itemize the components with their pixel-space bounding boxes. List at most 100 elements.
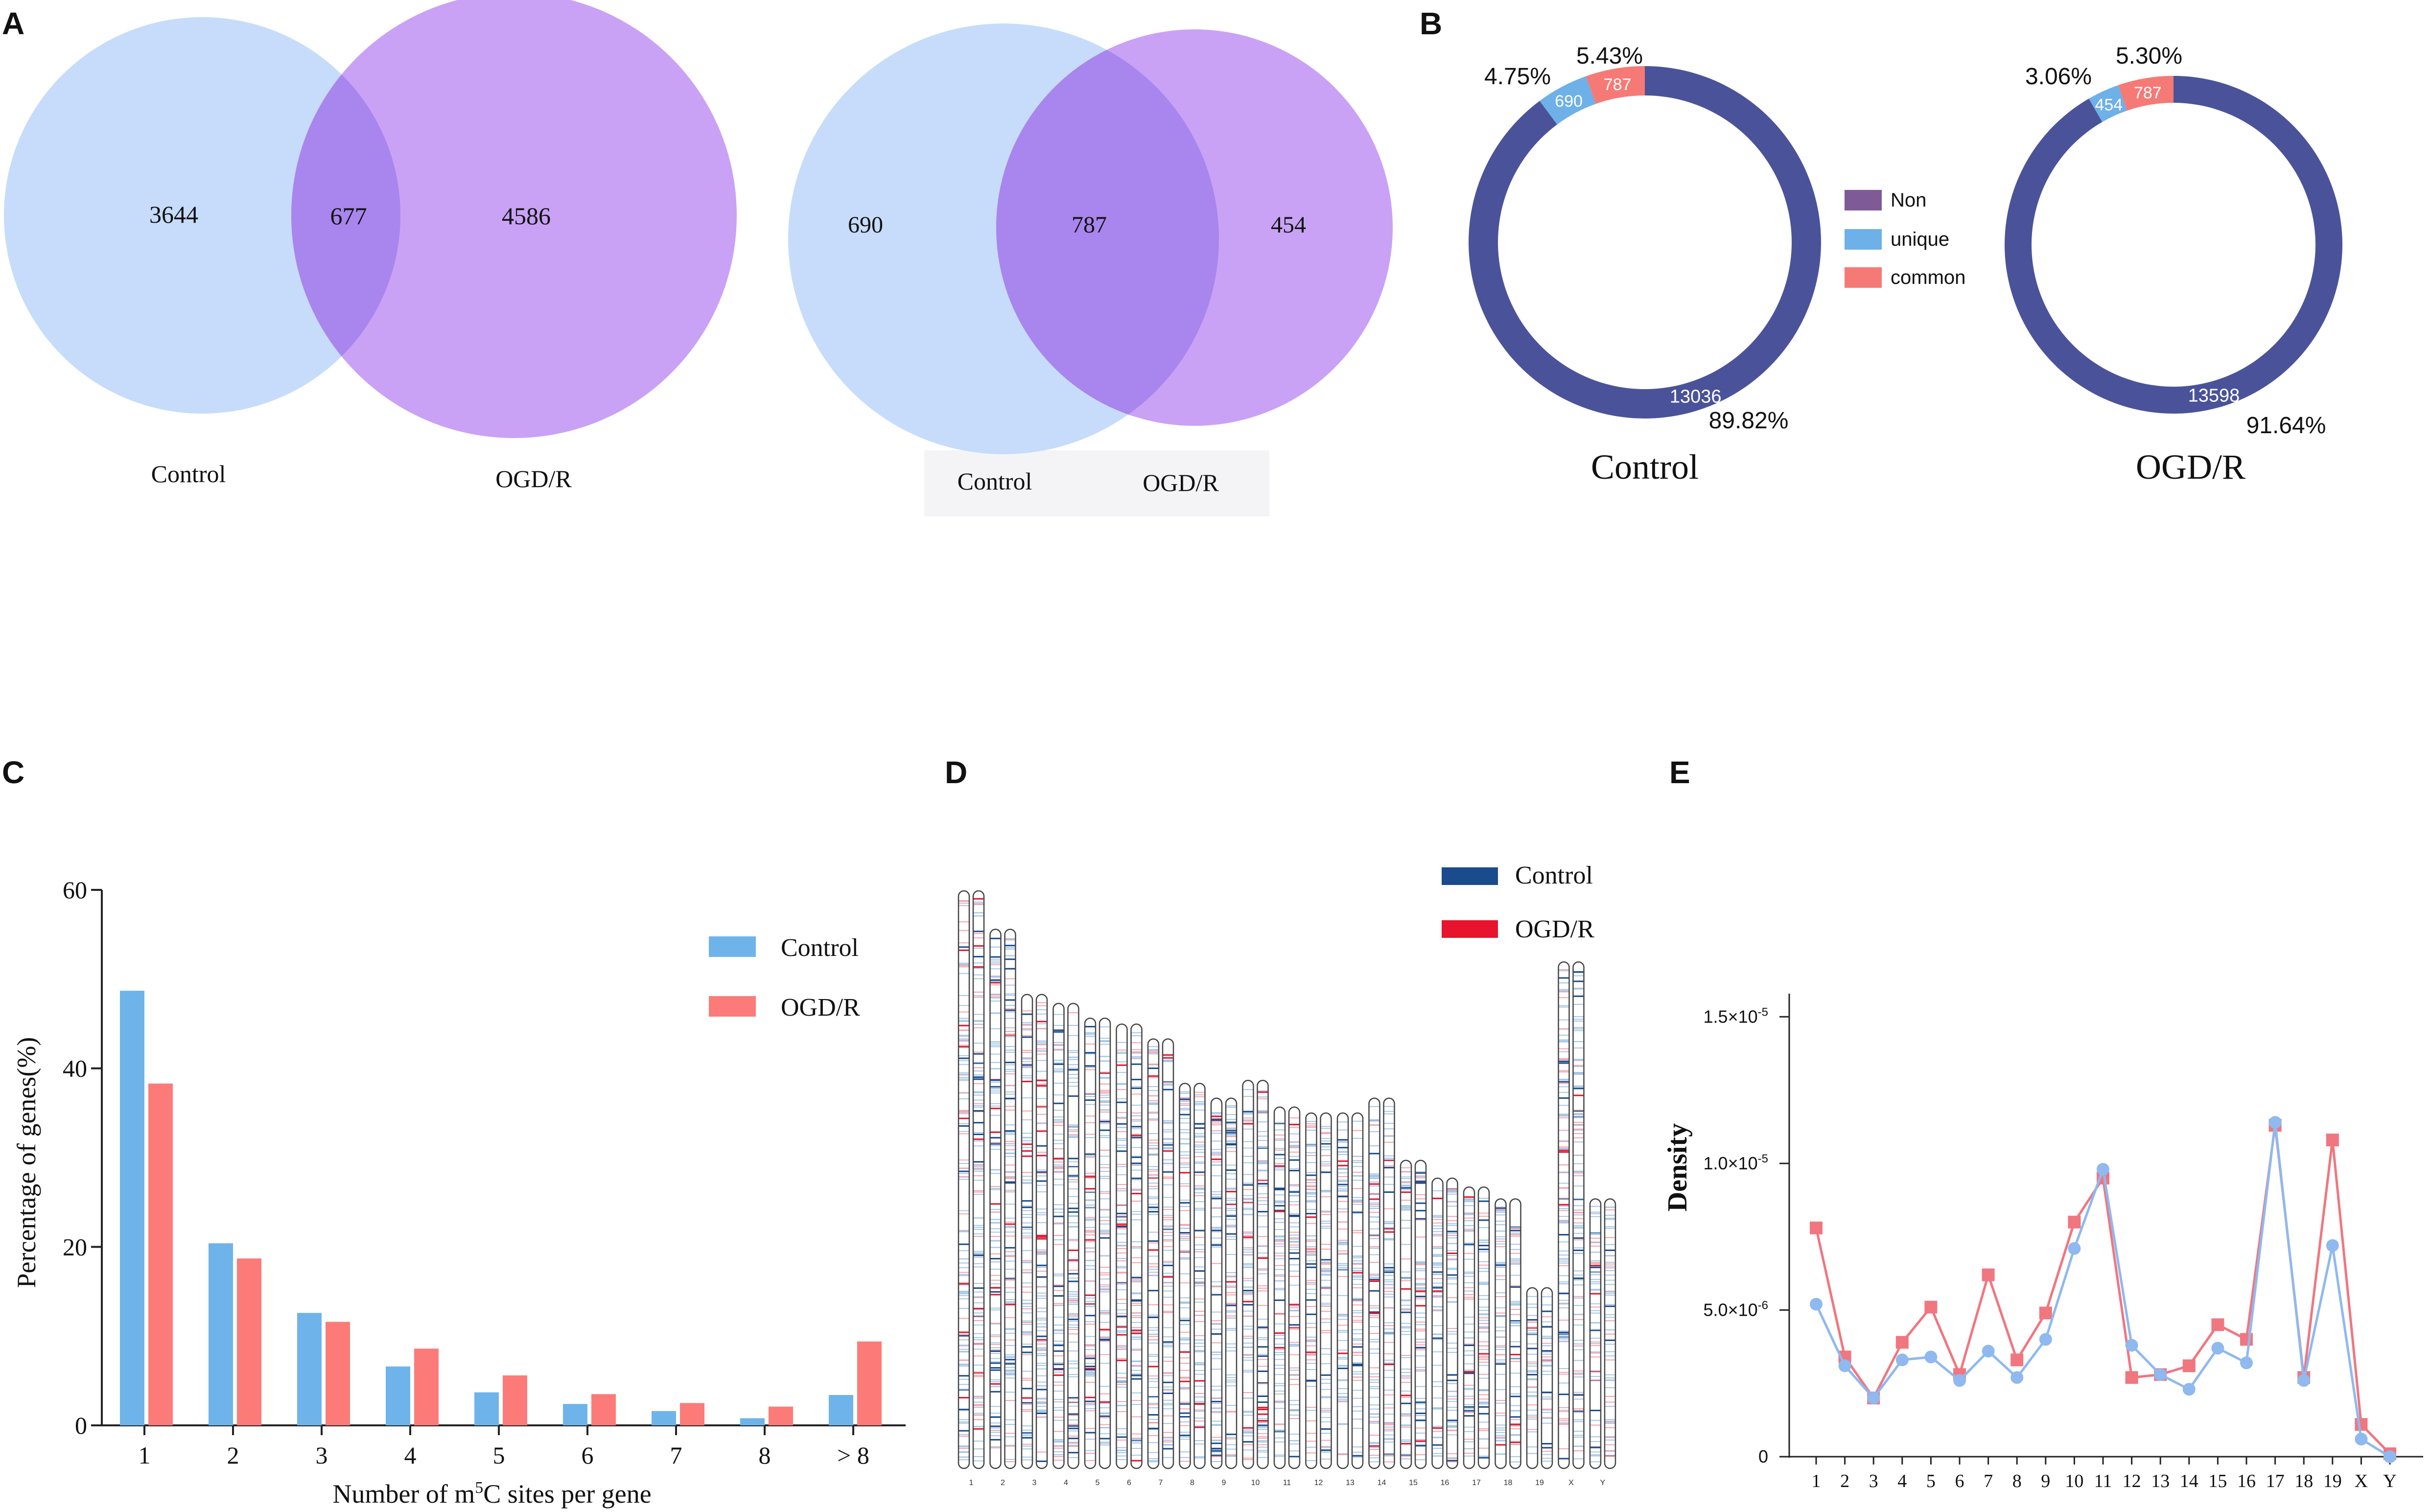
d-band — [1496, 1415, 1506, 1417]
d-band — [1559, 1373, 1569, 1375]
d-band — [1005, 1251, 1015, 1253]
d-band — [959, 1038, 969, 1040]
legend-b-common-swatch — [1845, 267, 1882, 288]
d-band — [1022, 1200, 1032, 1202]
d-band — [1037, 1180, 1047, 1182]
d-band — [1353, 1175, 1362, 1177]
d-band — [1479, 1438, 1489, 1440]
e-point-ogdr — [2355, 1418, 2368, 1431]
d-band — [959, 965, 969, 966]
d-band — [1510, 1341, 1520, 1343]
d-band — [1432, 1337, 1443, 1339]
d-band — [959, 1046, 969, 1048]
d-band — [959, 1282, 969, 1283]
d-band — [974, 1251, 983, 1252]
d-band — [959, 1389, 969, 1391]
d-band — [1068, 1158, 1078, 1160]
d-band — [1194, 1133, 1205, 1135]
d-band — [1037, 1013, 1047, 1015]
d-band — [1194, 1149, 1205, 1150]
d-band — [1590, 1329, 1600, 1331]
d-band — [1479, 1377, 1489, 1379]
d-band — [1163, 1341, 1173, 1343]
d-band — [1022, 1379, 1032, 1381]
d-band — [1590, 1312, 1600, 1314]
d-band — [1212, 1263, 1221, 1264]
d-band — [990, 1203, 1001, 1205]
d-band — [974, 1175, 983, 1177]
d-band — [1416, 1284, 1426, 1285]
d-band — [990, 1307, 1001, 1309]
d-band — [1384, 1428, 1394, 1430]
d-band — [1275, 1400, 1285, 1402]
d-band — [1100, 1233, 1110, 1235]
d-band — [1590, 1289, 1600, 1291]
d-band — [1100, 1176, 1110, 1177]
d-band — [1085, 1357, 1095, 1359]
d-band — [1243, 1411, 1253, 1412]
d-band — [1022, 1459, 1032, 1461]
d-band — [1369, 1131, 1379, 1132]
d-band — [990, 1257, 1001, 1259]
d-band — [1180, 1108, 1190, 1109]
e-x-tick-label: 8 — [2012, 1471, 2022, 1491]
d-band — [1005, 1124, 1015, 1126]
d-band — [1148, 1142, 1158, 1144]
d-band — [1496, 1279, 1506, 1280]
d-band — [1068, 1181, 1078, 1183]
d-band — [1131, 1322, 1142, 1323]
d-band — [1212, 1354, 1221, 1355]
d-band — [1148, 1304, 1158, 1305]
d-band — [974, 903, 983, 904]
d-band — [1289, 1246, 1299, 1248]
d-band — [1068, 1174, 1078, 1176]
d-band — [1068, 1405, 1078, 1407]
d-band — [1510, 1428, 1520, 1430]
donut-control-slice-common — [1586, 66, 1645, 104]
d-band — [959, 995, 969, 996]
d-band — [1559, 1220, 1569, 1221]
d-band — [1180, 1388, 1190, 1390]
d-band — [1163, 1399, 1173, 1401]
d-band — [1053, 1290, 1064, 1291]
d-band — [1338, 1250, 1348, 1252]
d-band — [1573, 1066, 1584, 1067]
d-band — [1384, 1328, 1394, 1330]
d-band — [974, 966, 983, 968]
d-band — [959, 1041, 969, 1042]
d-band — [1479, 1197, 1489, 1199]
c-y-tick-label: 0 — [75, 1412, 87, 1439]
d-band — [1369, 1174, 1379, 1176]
d-band — [1005, 1109, 1015, 1111]
d-band — [1163, 1139, 1173, 1140]
d-band — [1100, 1286, 1110, 1287]
d-band — [1194, 1321, 1205, 1322]
d-band — [1416, 1219, 1426, 1221]
d-band — [1573, 1171, 1584, 1172]
d-band — [1037, 1212, 1047, 1213]
d-band — [1037, 1385, 1047, 1387]
d-band — [1275, 1269, 1285, 1270]
d-band — [1037, 1043, 1047, 1045]
d-band — [1559, 1368, 1569, 1369]
d-band — [1306, 1172, 1316, 1173]
d-band — [1258, 1269, 1268, 1271]
d-band — [1432, 1295, 1443, 1297]
d-band — [1005, 1143, 1015, 1144]
d-band — [1117, 1347, 1127, 1348]
d-band — [974, 1014, 983, 1015]
d-band — [1321, 1269, 1331, 1271]
d-band — [1542, 1454, 1552, 1455]
d-band — [1432, 1431, 1443, 1432]
d-band — [1100, 1083, 1110, 1085]
d-band — [1369, 1376, 1379, 1377]
d-band — [1289, 1240, 1299, 1242]
d-band — [1100, 1040, 1110, 1042]
d-band — [1573, 1155, 1584, 1156]
d-band — [1068, 1069, 1078, 1071]
d-band — [1527, 1392, 1537, 1393]
d-band — [1131, 1365, 1142, 1366]
d-band — [1243, 1292, 1253, 1294]
d-band — [1212, 1154, 1221, 1156]
d-band — [959, 1293, 969, 1294]
